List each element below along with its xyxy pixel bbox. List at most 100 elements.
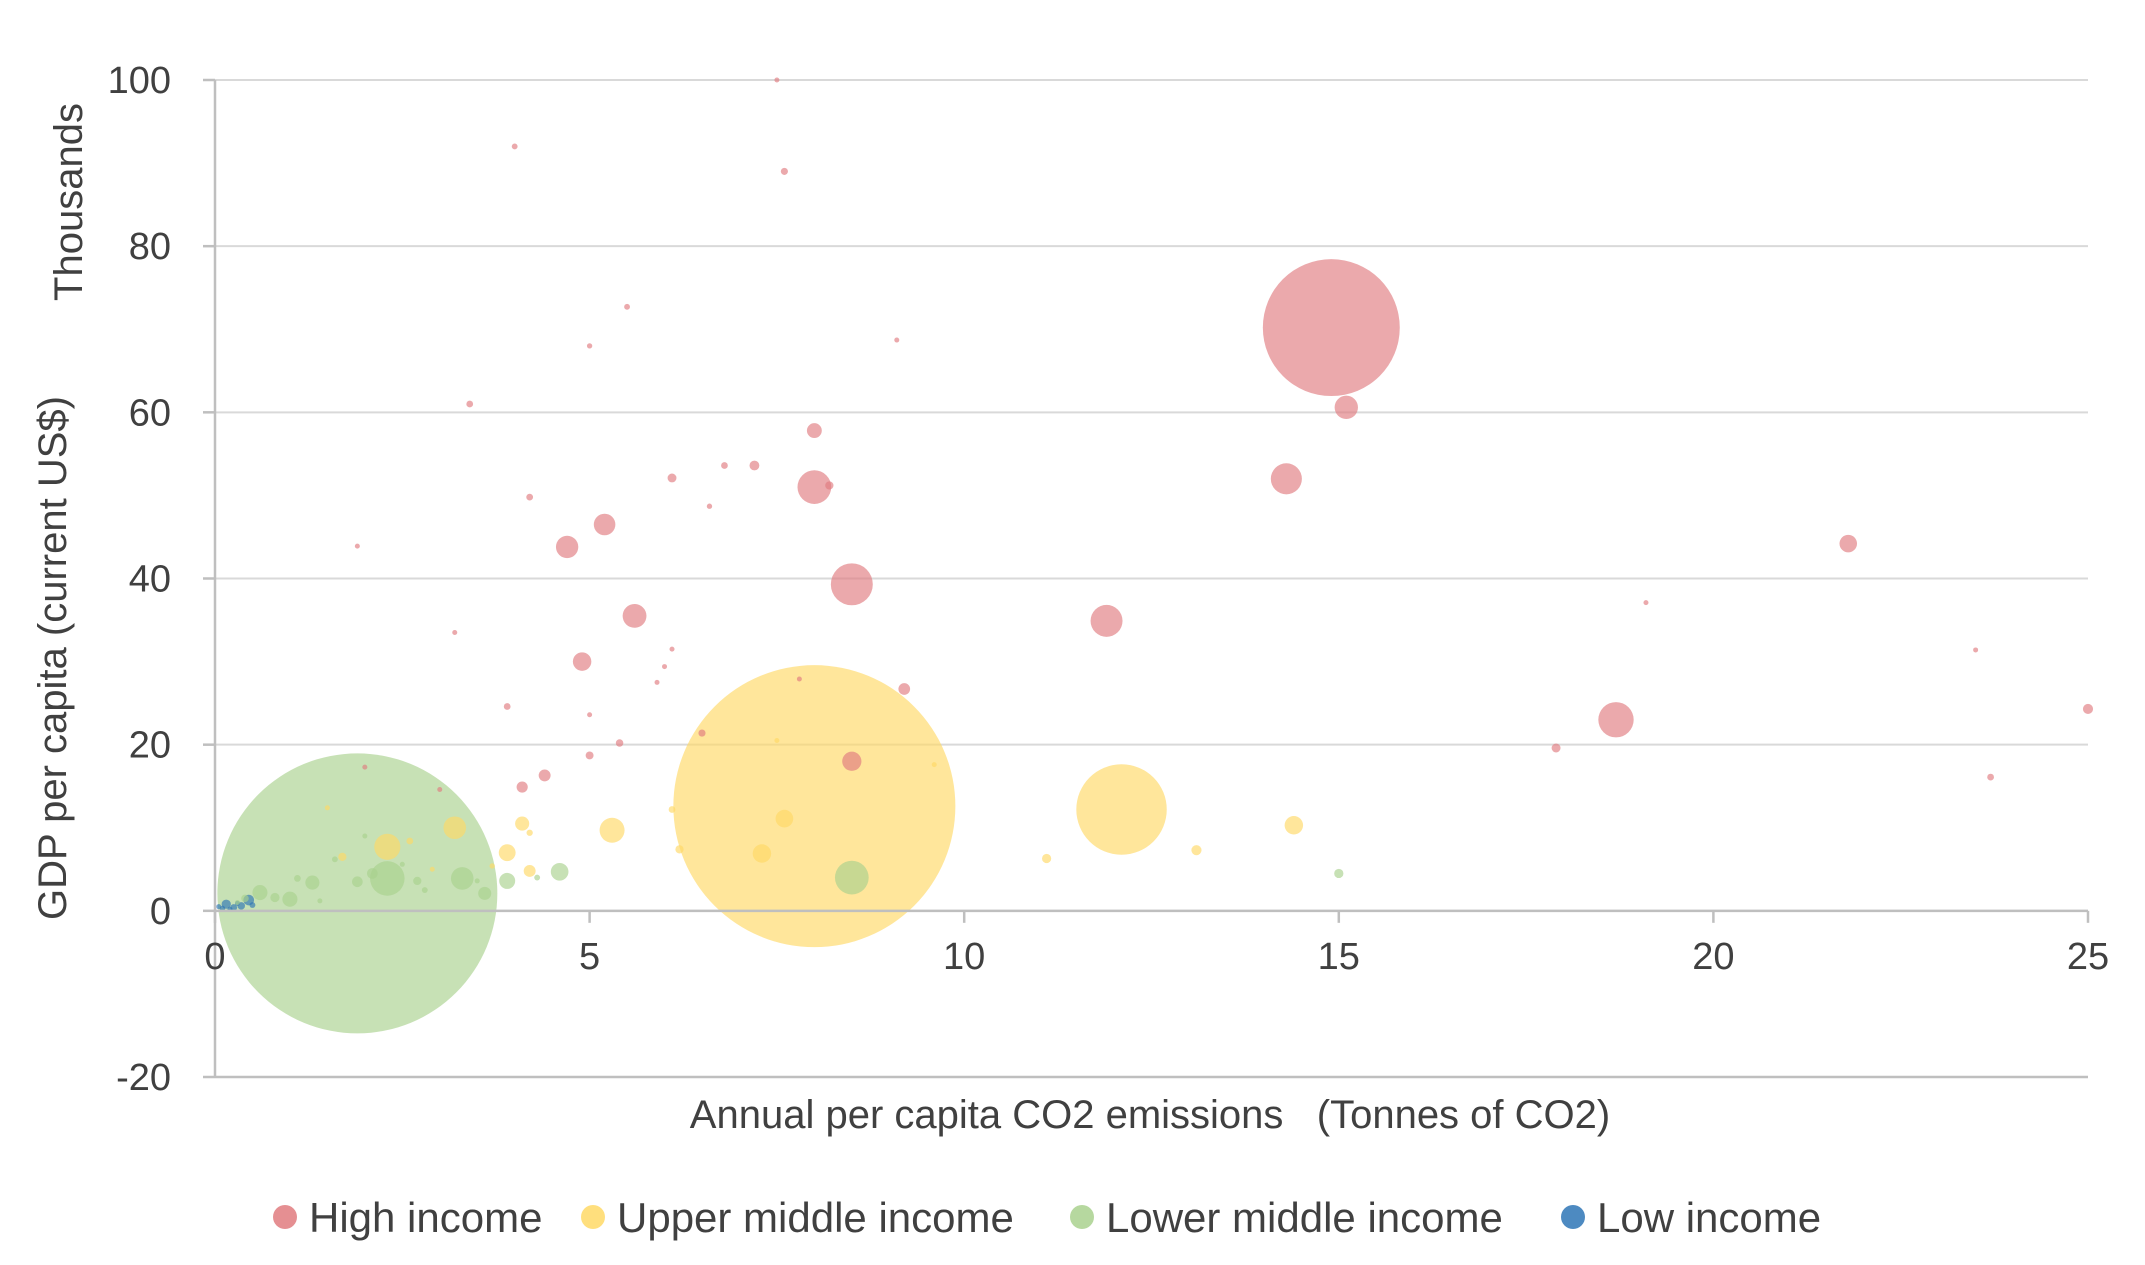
y-axis-units-label: Thousands [47,103,91,301]
bubble-upper-middle-income [443,816,467,840]
bubble-upper-middle-income [1076,764,1167,855]
bubble-upper-middle-income [515,816,530,831]
x-axis-title: Annual per capita CO2 emissions (Tonnes … [690,1093,1610,1137]
bubble-lower-middle-income [367,868,378,879]
x-tick-label: 15 [1318,936,1360,978]
bubble-high-income [1643,600,1649,606]
bubble-high-income [526,493,534,501]
bubble-lower-middle-income [1334,868,1344,879]
bubble-high-income [1334,395,1358,420]
legend-marker-lower-middle-income [1070,1205,1094,1229]
bubble-high-income [572,652,592,671]
bubble-high-income [1262,259,1400,397]
bubble-high-income [622,603,647,628]
bubble-high-income [1973,647,1979,653]
x-axis-ticks: 0 5 10 15 20 25 [204,936,2109,978]
bubble-high-income [437,787,443,793]
bubble-upper-middle-income [775,809,794,828]
legend-marker-upper-middle-income [581,1205,605,1229]
bubble-low-income [216,904,222,910]
bubble-high-income [1270,463,1302,495]
bubble-lower-middle-income [331,856,338,863]
bubble-upper-middle-income [668,806,676,813]
y-axis-title: GDP per capita (current US$) [31,396,75,920]
bubble-lower-middle-income [421,887,428,893]
bubble-high-income [749,460,760,471]
plot-area [216,77,2094,1034]
bubble-high-income [721,462,728,469]
bubble-upper-middle-income [931,762,937,768]
legend-label-low-income: Low income [1597,1194,1821,1241]
bubble-upper-middle-income [429,866,435,872]
bubble-lower-middle-income [294,875,301,882]
bubble-lower-middle-income [834,860,869,895]
bubble-high-income [706,503,713,509]
bubble-high-income [825,481,834,490]
y-tick-label: 20 [129,725,171,767]
bubble-upper-middle-income [673,665,956,948]
bubble-upper-middle-income [374,833,401,860]
bubble-high-income [1987,773,1994,781]
bubble-high-income [503,703,511,710]
bubble-high-income [452,630,458,636]
bubble-lower-middle-income [305,875,320,890]
bubble-lower-middle-income [270,892,280,903]
legend-marker-high-income [273,1205,297,1229]
bubble-upper-middle-income [1191,845,1202,856]
bubble-high-income [667,473,677,483]
bubble-upper-middle-income [774,738,780,744]
bubble-high-income [2082,703,2094,714]
bubble-upper-middle-income [526,829,533,836]
bubble-high-income [669,646,675,652]
bubble-lower-middle-income [362,833,368,839]
bubble-upper-middle-income [489,863,495,869]
bubble-upper-middle-income [1041,853,1052,864]
x-tick-label: 0 [204,936,225,978]
y-tick-label: 40 [129,559,171,601]
bubble-high-income [586,343,593,349]
bubble-upper-middle-income [1284,816,1304,835]
bubble-high-income [654,679,660,685]
bubble-high-income [593,513,616,536]
bubble-high-income [624,303,630,310]
y-tick-label: 60 [129,392,171,434]
bubble-upper-middle-income [324,805,330,811]
legend-label-lower-middle-income: Lower middle income [1106,1194,1503,1241]
bubble-lower-middle-income [241,894,249,903]
x-tick-label: 25 [2067,936,2109,978]
bubble-high-income [894,337,900,343]
legend-label-high-income: High income [309,1194,542,1241]
bubble-high-income [797,470,832,504]
bubble-lower-middle-income [534,874,541,881]
bubble-high-income [354,543,360,549]
bubble-high-income [1598,702,1634,738]
bubble-high-income [780,167,788,175]
bubble-lower-middle-income [478,886,492,900]
bubble-lower-middle-income [370,861,405,896]
x-tick-label: 10 [943,936,985,978]
bubble-high-income [698,729,706,737]
bubble-high-income [1090,604,1123,637]
bubble-high-income [587,712,593,718]
bubble-high-income [1551,743,1561,753]
bubble-high-income [362,764,368,770]
x-tick-label: 20 [1692,936,1734,978]
bubble-high-income [615,739,624,747]
legend: High income Upper middle income Lower midd… [273,1194,1821,1241]
bubble-high-income [511,143,518,150]
bubble-high-income [842,751,862,771]
bubble-lower-middle-income [413,876,422,886]
legend-label-upper-middle-income: Upper middle income [617,1194,1014,1241]
legend-marker-low-income [1561,1205,1585,1229]
bubble-high-income [538,769,551,782]
bubble-high-income [555,535,579,559]
bubble-lower-middle-income [474,878,480,884]
bubble-high-income [662,664,668,670]
x-tick-label: 5 [579,936,600,978]
bubble-upper-middle-income [498,844,516,862]
bubble-upper-middle-income [523,864,536,877]
bubble-lower-middle-income [499,872,516,889]
bubble-upper-middle-income [675,845,684,854]
axes [203,78,2090,1079]
